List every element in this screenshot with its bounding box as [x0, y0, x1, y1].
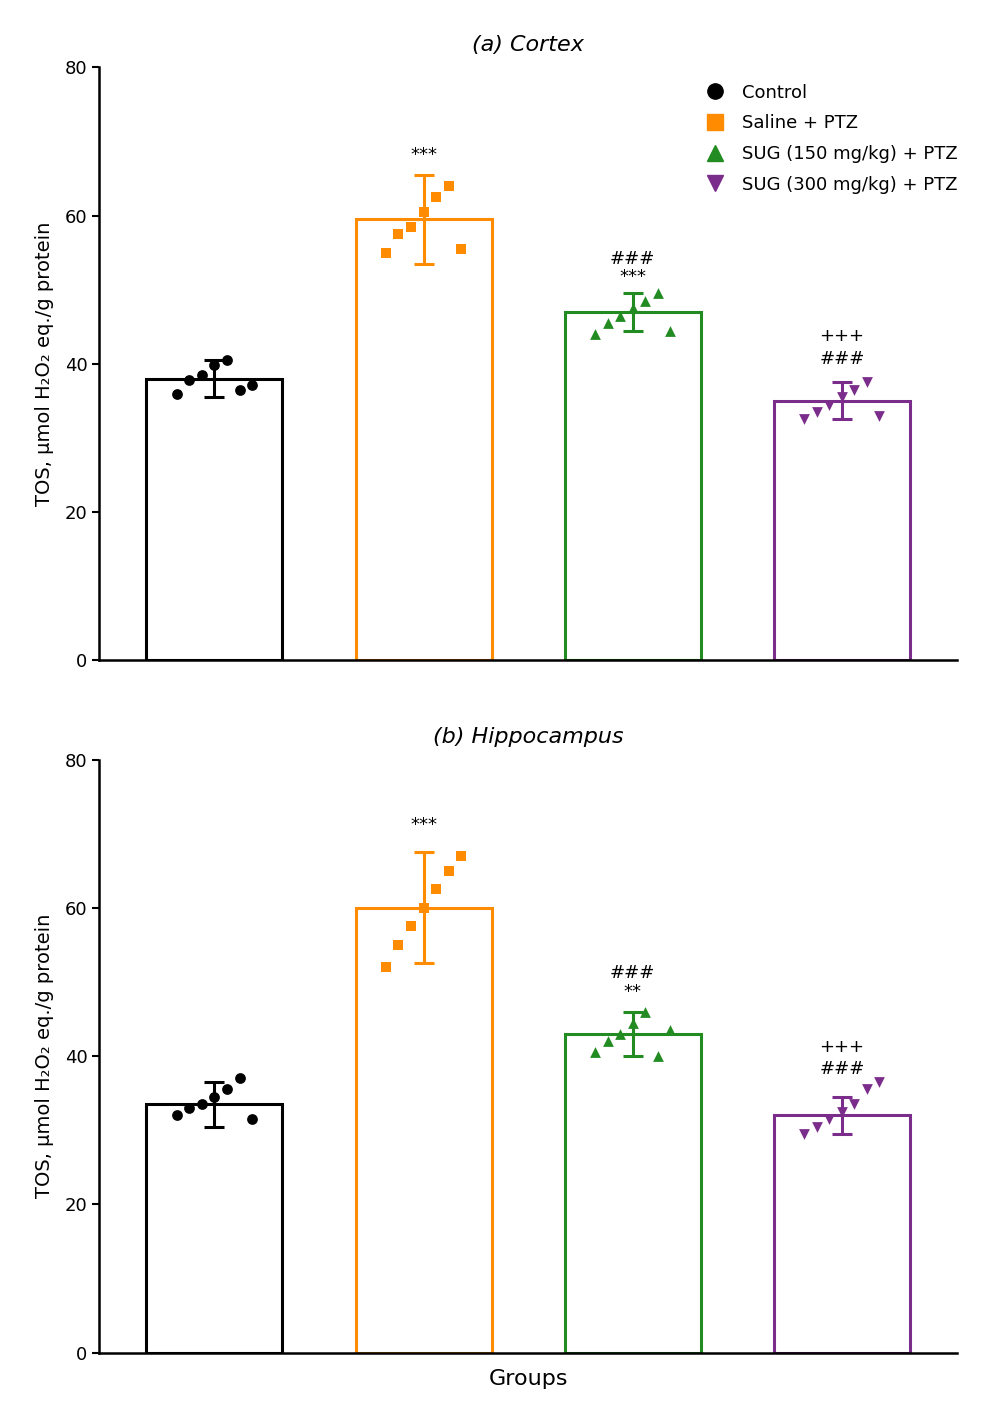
Point: [415, 201, 431, 224]
Point: [587, 323, 603, 346]
Point: [428, 185, 444, 208]
Point: [600, 1030, 616, 1052]
Point: [650, 1045, 666, 1068]
Bar: [565, 312, 701, 661]
Text: ###: ###: [610, 964, 656, 983]
Text: ###: ###: [819, 1061, 864, 1078]
Point: [378, 956, 394, 978]
Point: [834, 1101, 850, 1124]
Text: +++: +++: [819, 328, 864, 346]
Point: [859, 372, 875, 394]
Point: [600, 312, 616, 335]
Point: [650, 282, 666, 305]
Bar: [773, 1115, 910, 1353]
Point: [453, 844, 469, 867]
Point: [587, 1041, 603, 1064]
Point: [219, 349, 235, 372]
Point: [182, 1096, 198, 1119]
Title: (b) Hippocampus: (b) Hippocampus: [433, 726, 624, 748]
Point: [378, 241, 394, 263]
Point: [834, 386, 850, 409]
Point: [245, 373, 260, 396]
Point: [194, 363, 210, 386]
Text: ***: ***: [410, 816, 437, 833]
Point: [612, 305, 628, 328]
Point: [415, 897, 431, 920]
Point: [638, 289, 654, 312]
Text: ***: ***: [410, 145, 437, 164]
Point: [871, 404, 887, 427]
Point: [625, 1011, 641, 1034]
Bar: [565, 1034, 701, 1353]
Point: [182, 369, 198, 392]
Point: [796, 409, 812, 431]
Point: [207, 355, 223, 377]
Point: [871, 1071, 887, 1094]
Point: [441, 175, 457, 198]
X-axis label: Groups: Groups: [488, 1370, 568, 1390]
Point: [808, 1115, 824, 1138]
Point: [403, 916, 419, 938]
Bar: [773, 402, 910, 661]
Point: [169, 382, 185, 404]
Point: [638, 1000, 654, 1022]
Point: [428, 879, 444, 901]
Point: [859, 1078, 875, 1101]
Point: [846, 379, 862, 402]
Point: [219, 1078, 235, 1101]
Point: [796, 1122, 812, 1145]
Point: [245, 1108, 260, 1131]
Point: [390, 934, 406, 957]
Point: [821, 393, 837, 416]
Point: [808, 400, 824, 423]
Point: [821, 1108, 837, 1131]
Point: [403, 215, 419, 238]
Point: [846, 1092, 862, 1115]
Bar: [147, 379, 282, 661]
Text: ###: ###: [819, 350, 864, 367]
Point: [441, 860, 457, 883]
Point: [625, 296, 641, 319]
Point: [453, 238, 469, 261]
Point: [663, 1018, 679, 1041]
Point: [612, 1022, 628, 1045]
Point: [232, 379, 248, 402]
Legend: Control, Saline + PTZ, SUG (150 mg/kg) + PTZ, SUG (300 mg/kg) + PTZ: Control, Saline + PTZ, SUG (150 mg/kg) +…: [690, 77, 965, 201]
Text: ###: ###: [610, 249, 656, 268]
Point: [169, 1104, 185, 1126]
Bar: [355, 909, 491, 1353]
Text: **: **: [624, 983, 642, 1001]
Point: [232, 1067, 248, 1089]
Point: [663, 319, 679, 342]
Point: [207, 1085, 223, 1108]
Bar: [355, 219, 491, 661]
Bar: [147, 1104, 282, 1353]
Y-axis label: TOS, μmol H₂O₂ eq./g protein: TOS, μmol H₂O₂ eq./g protein: [35, 222, 54, 506]
Title: (a) Cortex: (a) Cortex: [472, 34, 584, 54]
Point: [194, 1092, 210, 1115]
Text: ***: ***: [619, 268, 646, 286]
Text: +++: +++: [819, 1038, 864, 1057]
Y-axis label: TOS, μmol H₂O₂ eq./g protein: TOS, μmol H₂O₂ eq./g protein: [35, 914, 54, 1199]
Point: [390, 222, 406, 245]
